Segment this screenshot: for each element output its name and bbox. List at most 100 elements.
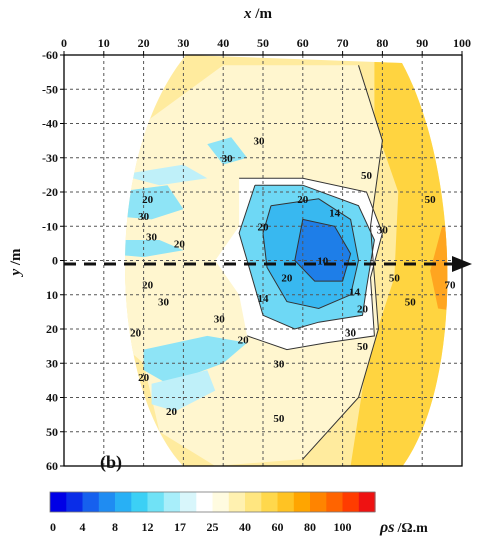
contour-label: 30 [214, 314, 226, 326]
colorbar-swatch [115, 492, 132, 512]
contour-10 [294, 218, 352, 282]
colorbar-swatch [245, 492, 262, 512]
contour-label: 20 [166, 406, 178, 418]
colorbar-swatch [277, 492, 295, 512]
contour-label: 20 [238, 334, 250, 346]
contour-label: 50 [389, 273, 401, 285]
x-tick-label: 0 [61, 36, 67, 50]
contour-label: 20 [142, 194, 154, 206]
field-peak-east [430, 226, 448, 312]
contour-label: 30 [377, 225, 389, 237]
colorbar-tick-label: 40 [239, 520, 251, 534]
field-sw-1 [143, 335, 248, 384]
x-tick-label: 70 [337, 36, 349, 50]
colorbar-swatch [131, 492, 149, 512]
y-tick-label: -20 [42, 185, 58, 199]
colorbar-swatch [342, 492, 360, 512]
x-axis-title: x /m [243, 6, 272, 22]
x-tick-label: 80 [376, 36, 388, 50]
contour-50 [302, 65, 383, 460]
contour-lines [238, 65, 383, 460]
colorbar-tick-label: 60 [272, 520, 284, 534]
x-tick-label: 10 [98, 36, 110, 50]
contour-label: 50 [405, 297, 417, 309]
y-tick-label: 40 [46, 391, 58, 405]
field-deep [294, 219, 351, 282]
contour-label: 20 [357, 303, 369, 315]
y-tick-label: -50 [42, 82, 58, 96]
contour-label: 50 [361, 170, 373, 182]
contour-label: 50 [273, 413, 285, 425]
y-tick-label: -40 [42, 117, 58, 131]
resistivity-field [124, 55, 448, 466]
y-axis-title: y /m [8, 248, 24, 278]
colorbar-frame [49, 491, 376, 513]
colorbar-tick-label: 17 [174, 520, 186, 534]
x-tick-label: 50 [257, 36, 269, 50]
y-tick-label: -30 [42, 151, 58, 165]
y-tick-label: 20 [46, 322, 58, 336]
colorbar-swatch [196, 492, 214, 512]
contour-label: 14 [329, 208, 341, 220]
colorbar-swatch [293, 492, 311, 512]
x-tick-label: 30 [177, 36, 189, 50]
colorbar-swatch [326, 492, 344, 512]
x-tick-label: 20 [138, 36, 150, 50]
colorbar-swatch [212, 492, 230, 512]
survey-line-arrow [64, 256, 472, 272]
field-west-3 [124, 164, 208, 186]
contour-label: 70 [445, 279, 457, 291]
contour-label: 20 [142, 279, 154, 291]
x-axis-ticks: 0 10 20 30 40 50 60 70 80 90 100 [61, 36, 471, 55]
colorbar-tick-label: 25 [207, 520, 219, 534]
contour-label: 30 [273, 358, 285, 370]
y-tick-label: 60 [46, 459, 58, 473]
y-tick-label: 50 [46, 425, 58, 439]
colorbar-tick-label: 8 [112, 520, 118, 534]
contour-label: 30 [138, 211, 150, 223]
colorbar-swatch [147, 492, 165, 512]
colorbar-tick-label: 80 [304, 520, 316, 534]
contour-label: 30 [158, 297, 170, 309]
grid-lines [64, 55, 462, 466]
contour-label: 20 [174, 238, 186, 250]
contour-label: 14 [258, 293, 270, 305]
colorbar-tick-labels: 0 4 8 12 17 25 40 60 80 100 [50, 520, 352, 534]
contour-label: 30 [222, 153, 234, 165]
contour-label: 10 [317, 256, 329, 268]
contour-label: 20 [130, 327, 142, 339]
contour-30 [239, 177, 383, 351]
field-sw-2 [151, 370, 216, 412]
x-tick-label: 90 [416, 36, 428, 50]
colorbar-swatch [310, 492, 327, 512]
contour-label: 20 [138, 372, 150, 384]
y-tick-label: -60 [42, 48, 58, 62]
x-tick-label: 40 [217, 36, 229, 50]
contour-20 [238, 184, 375, 330]
contour-label: 30 [254, 136, 266, 148]
contour-label: 50 [357, 341, 369, 353]
colorbar-title: ρs/Ω.m [379, 519, 428, 536]
contour-label: 20 [281, 273, 293, 285]
field-nw-dot [207, 137, 248, 165]
y-tick-label: 10 [46, 288, 58, 302]
contour-label: 30 [345, 327, 357, 339]
contour-label: 20 [297, 194, 309, 206]
colorbar-swatch [66, 492, 84, 512]
colorbar-swatch [163, 492, 181, 512]
colorbar-swatch [82, 492, 100, 512]
panel-label: (b) [100, 452, 122, 473]
x-tick-label: 60 [297, 36, 309, 50]
contour-label: 30 [146, 232, 158, 244]
colorbar-swatch [358, 492, 376, 512]
colorbar [49, 491, 376, 513]
colorbar-swatch [261, 492, 279, 512]
contour-label: 14 [349, 286, 361, 298]
y-tick-label: 30 [46, 356, 58, 370]
y-tick-label: -10 [42, 219, 58, 233]
colorbar-tick-label: 12 [142, 520, 154, 534]
colorbar-tick-label: 4 [80, 520, 86, 534]
y-tick-label: 0 [52, 254, 58, 268]
